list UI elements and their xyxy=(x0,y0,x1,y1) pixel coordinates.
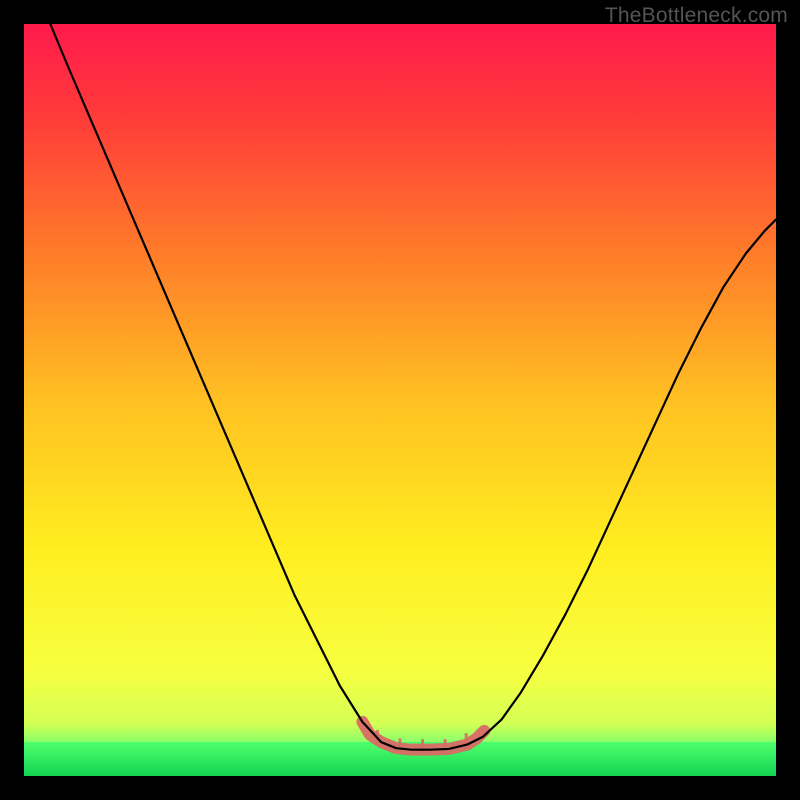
bottleneck-curve xyxy=(50,24,776,750)
watermark-text: TheBottleneck.com xyxy=(605,4,788,28)
stage: TheBottleneck.com xyxy=(0,0,800,800)
plot-area xyxy=(24,24,776,776)
chart-curve-layer xyxy=(24,24,776,776)
